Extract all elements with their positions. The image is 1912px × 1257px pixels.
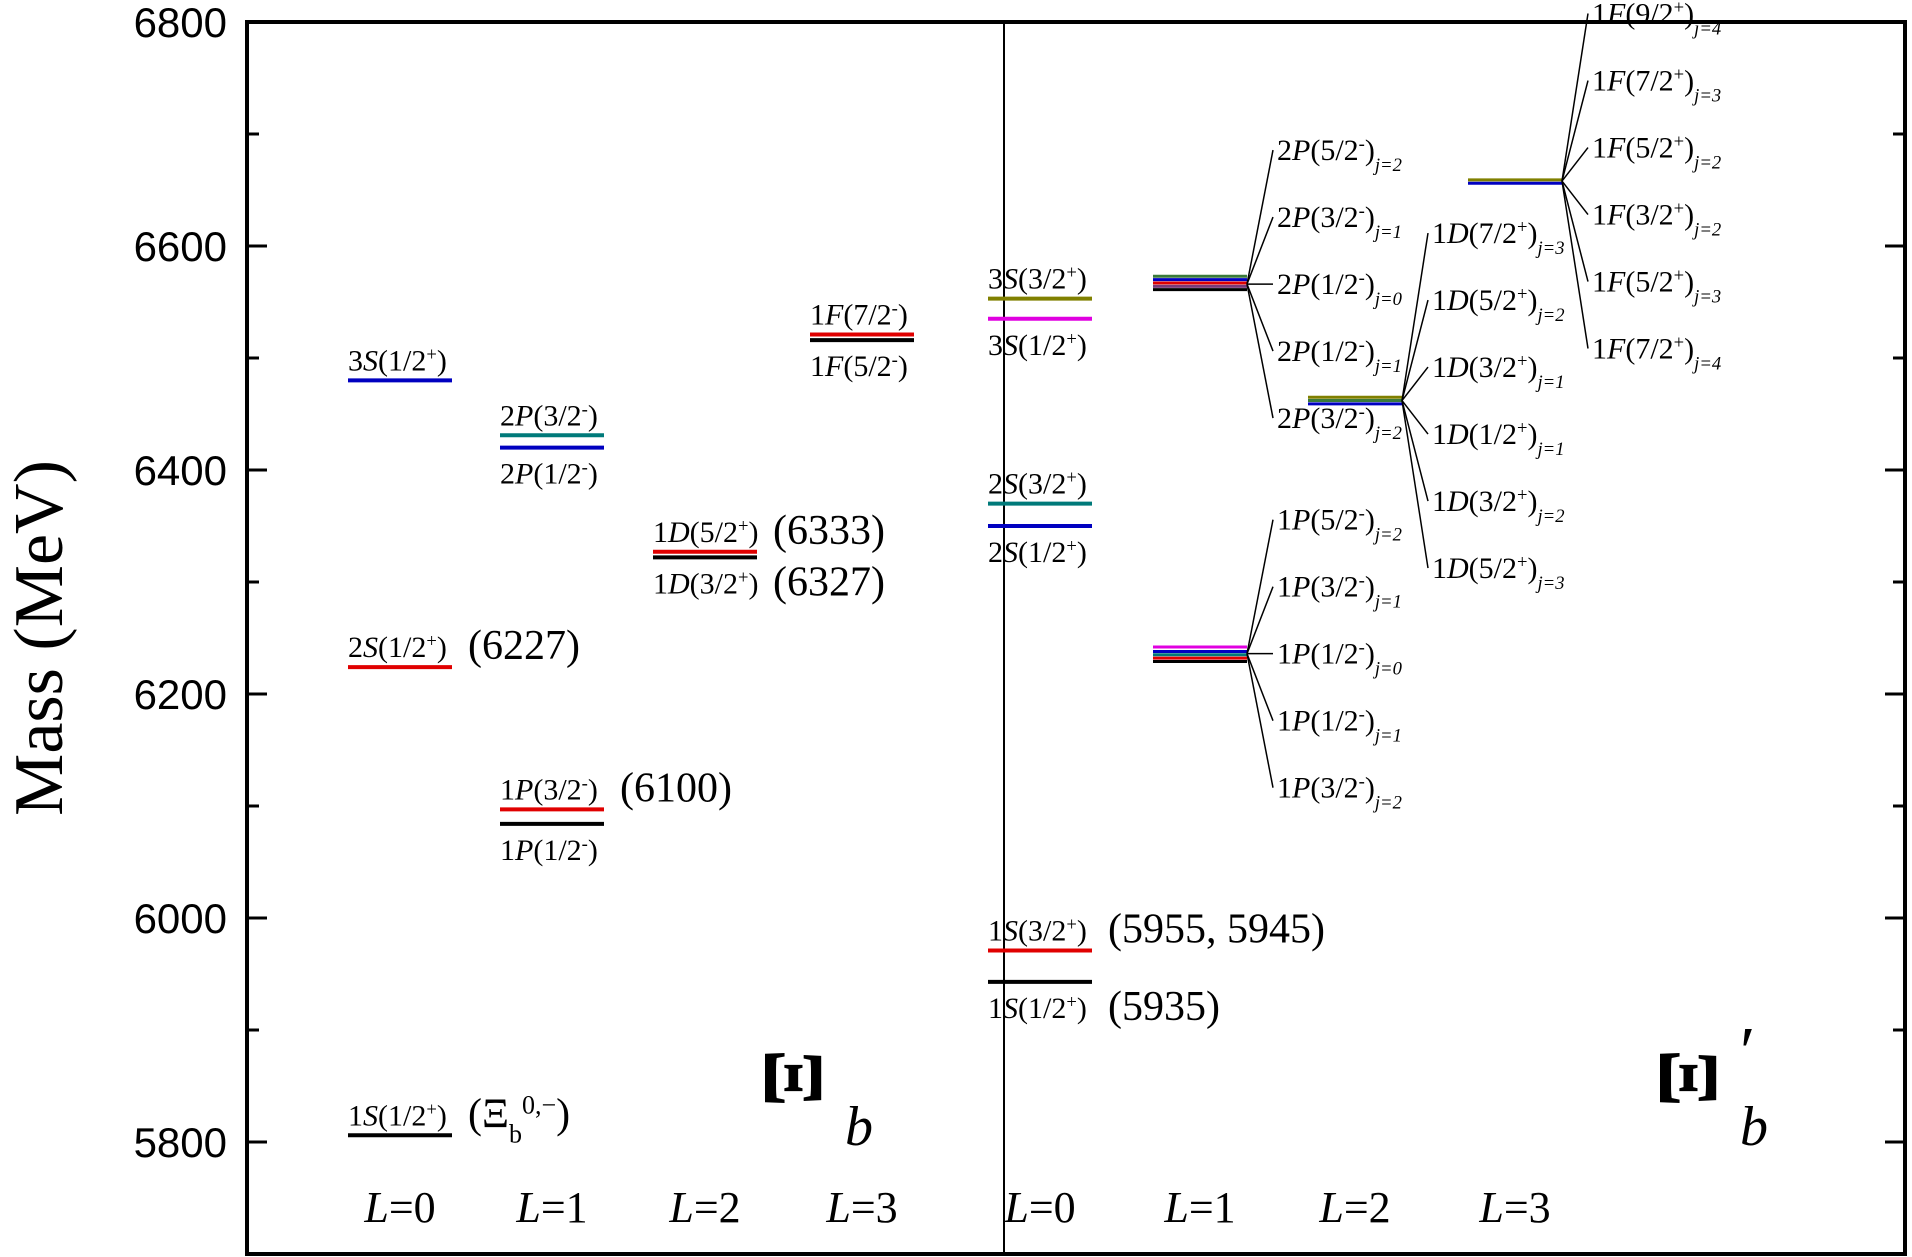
column-label: L=3 [825,1183,897,1232]
state-label: 3S(1/2+) [348,344,447,378]
state-label: 1F(7/2+)j=4 [1592,332,1721,374]
state-label: 1D(5/2+) [653,515,759,549]
state-label: 1P(3/2-)j=2 [1277,771,1402,813]
state-label: 1D(3/2+)j=2 [1432,485,1565,527]
fan-line [1401,366,1429,402]
state-label: 1P(1/2-)j=0 [1277,637,1403,679]
fan-line [1246,519,1274,654]
y-tick-label: 6000 [134,895,227,942]
fan-line [1246,283,1274,352]
state-label: 1F(3/2+)j=2 [1592,198,1721,240]
state-label: 2P(1/2-) [500,457,598,491]
fan-line [1246,653,1274,788]
column-label: L=1 [515,1183,587,1232]
state-label: 1S(1/2+) [348,1099,447,1133]
fan-line [1401,400,1429,502]
energy-levels [348,13,1589,1138]
fan-line [1246,149,1274,285]
state-label: 2P(1/2-)j=0 [1277,268,1403,310]
panel-subscript: b [1740,1096,1768,1158]
state-label: 1D(7/2+)j=3 [1432,217,1565,259]
column-label: L=0 [1003,1183,1075,1232]
y-tick-label: 5800 [134,1119,227,1166]
fan-line [1561,147,1589,182]
fan-line [1561,180,1589,215]
experimental-label: (5935) [1108,984,1220,1030]
experimental-label: (6100) [620,765,732,811]
plot-border [245,20,1907,1256]
state-label: 2P(3/2-)j=1 [1277,201,1402,243]
plot-frame [245,20,1907,1256]
fan-line [1401,299,1429,401]
fan-line [1561,180,1589,349]
state-label: 1S(1/2+) [988,991,1087,1025]
fan-line [1561,13,1589,182]
fan-line [1401,400,1429,435]
state-label: 1D(5/2+)j=2 [1432,284,1565,326]
y-tick-label: 6400 [134,447,227,494]
panel-symbol: Ξ [746,1049,842,1107]
state-label: 1S(3/2+) [988,914,1087,948]
state-label: 1P(5/2-)j=2 [1277,503,1402,545]
state-label: 2P(5/2-)j=2 [1277,134,1402,176]
level-labels: 1S(1/2+) (Ξb0,−) 2S(1/2+) (6227) 3S(1/2+) 1P(… [348,0,1721,1148]
state-label: 1F(9/2+)j=4 [1592,0,1721,39]
state-label: 1D(3/2+)j=1 [1432,351,1565,393]
state-label: 1F(5/2+)j=3 [1592,265,1721,307]
state-label: 1D(5/2+)j=3 [1432,552,1565,594]
fan-line [1246,216,1274,285]
state-label: 1P(1/2-) [500,833,598,867]
state-label: 2P(3/2-) [500,399,598,433]
state-label: 2S(1/2+) [988,536,1087,570]
state-label: 1P(1/2-)j=1 [1277,704,1402,746]
state-label: 2S(1/2+) [348,631,447,665]
state-label: 2P(3/2-)j=2 [1277,402,1402,444]
experimental-label: (Ξb0,−) [468,1090,570,1148]
experimental-label: (5955, 5945) [1108,906,1325,952]
fan-line [1401,232,1429,401]
fan-line [1246,653,1274,721]
fan-line [1401,400,1429,569]
y-axis-label: Mass (MeV) [1,460,78,816]
column-label: L=2 [1318,1183,1390,1232]
fan-line [1246,283,1274,419]
state-label: 2P(1/2-)j=1 [1277,335,1402,377]
column-label: L=2 [668,1183,740,1232]
state-label: 1D(1/2+)j=1 [1432,418,1565,460]
panel-prime: ′ [1740,1014,1755,1091]
panel-symbol: Ξ [1641,1049,1737,1107]
panel-subscript: b [845,1096,873,1158]
state-label: 3S(1/2+) [988,328,1087,362]
experimental-label: (6227) [468,623,580,669]
y-tick-label: 6200 [134,671,227,718]
fan-line [1246,586,1274,654]
column-label: L=1 [1163,1183,1235,1232]
state-label: 1D(3/2+) [653,567,759,601]
state-label: 3S(3/2+) [988,262,1087,296]
state-label: 1P(3/2-)j=1 [1277,570,1402,612]
fan-line [1561,180,1589,282]
fan-line [1561,80,1589,182]
state-label: 1F(7/2+)j=3 [1592,64,1721,106]
y-tick-label: 6800 [134,0,227,46]
state-label: 1F(7/2-) [810,298,908,332]
state-label: 2S(3/2+) [988,467,1087,501]
state-label: 1F(5/2-) [810,350,908,384]
column-label: L=0 [363,1183,435,1232]
column-label: L=3 [1478,1183,1550,1232]
experimental-label: (6327) [773,559,885,605]
state-label: 1P(3/2-) [500,773,598,807]
y-tick-label: 6600 [134,223,227,270]
state-label: 1F(5/2+)j=2 [1592,131,1721,173]
experimental-label: (6333) [773,508,885,554]
